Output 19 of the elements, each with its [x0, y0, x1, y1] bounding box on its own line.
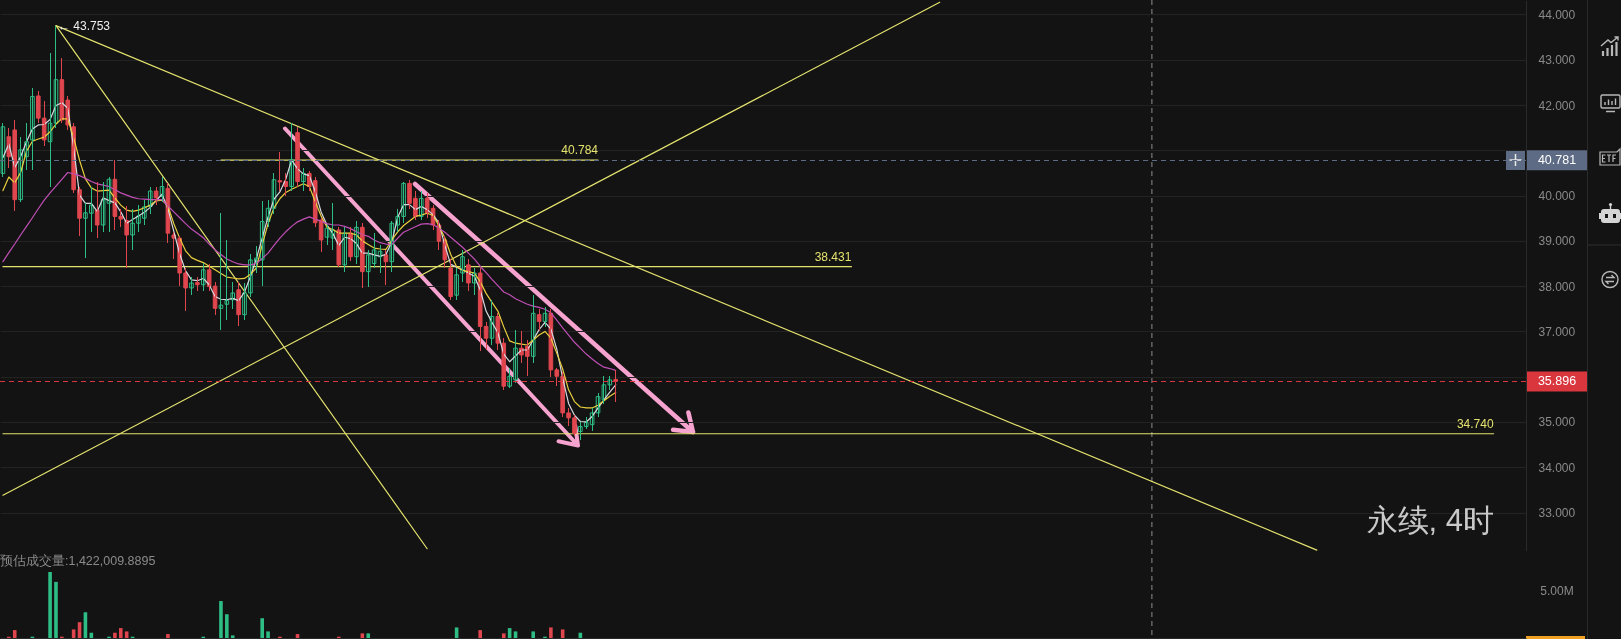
y-tick-label: 39.000 [1538, 234, 1576, 249]
y-tick-label: 33.000 [1538, 506, 1576, 521]
annotation: 38.431 [814, 249, 852, 264]
y-tick-label: 34.000 [1538, 460, 1576, 475]
y-tick-label: 43.000 [1538, 53, 1576, 68]
text: 5.00M [1540, 584, 1574, 598]
y-tick-label: 44.000 [1538, 7, 1576, 22]
annotation: 34.740 [1456, 416, 1494, 431]
y-tick-label: 37.000 [1538, 324, 1576, 339]
chart-title: 预估成交量:1,422,009.8895 [0, 552, 156, 568]
y-tick-label: 42.000 [1538, 98, 1576, 113]
y-tick-label: 35.000 [1538, 415, 1576, 430]
ref-line-label: 35.896 [1537, 374, 1577, 389]
text: 永续, 4时 [1366, 503, 1494, 538]
y-tick-label: 38.000 [1538, 279, 1576, 294]
y-tick-label: 40.000 [1538, 189, 1576, 204]
ref-line-label: 40.781 [1537, 153, 1577, 168]
annotation: ← 43.753 [57, 18, 111, 33]
annotation: 40.784 [561, 143, 599, 158]
